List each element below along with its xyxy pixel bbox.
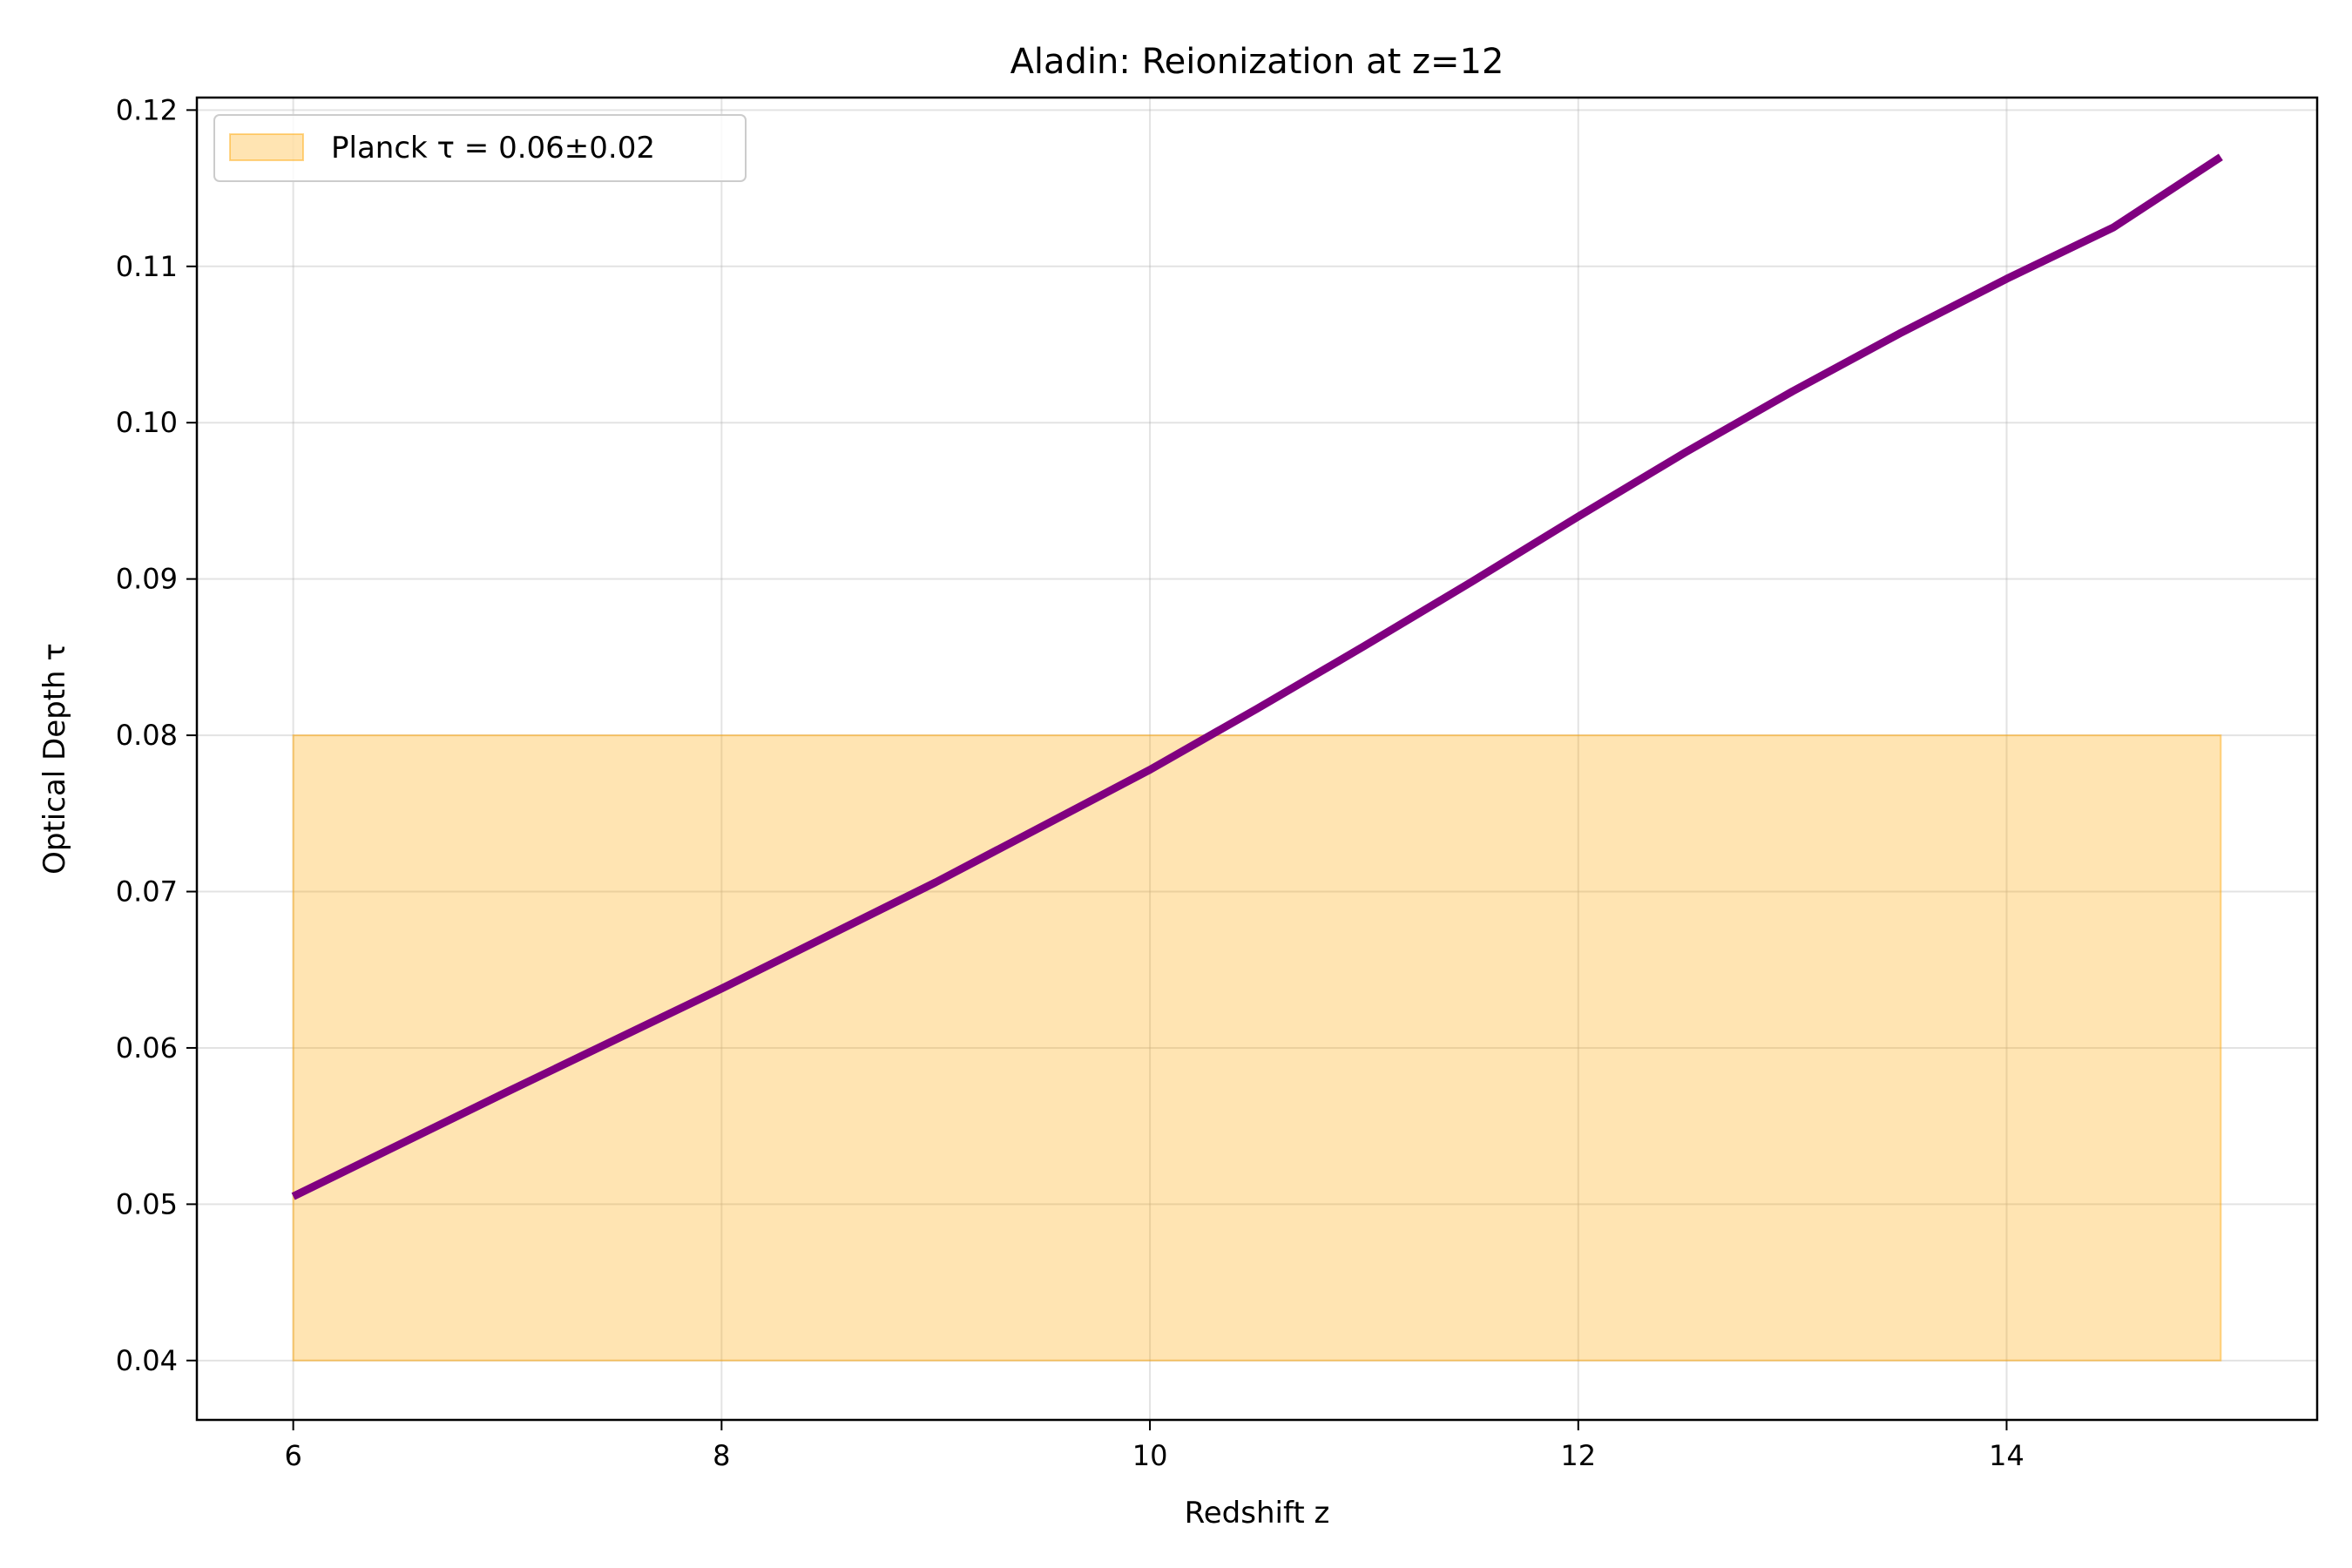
legend: Planck τ = 0.06±0.02 (213, 114, 747, 182)
y-tick-label: 0.07 (116, 875, 178, 909)
series-layer (291, 153, 2223, 1200)
y-tick-label: 0.05 (116, 1187, 178, 1220)
x-axis-label: Redshift z (1185, 1496, 1330, 1531)
y-tick-label: 0.08 (116, 719, 178, 752)
x-tick-label: 14 (1989, 1439, 2024, 1472)
chart-title: Aladin: Reionization at z=12 (1010, 42, 1504, 82)
legend-box (213, 114, 747, 182)
planck-band (292, 734, 2222, 1362)
y-tick-label: 0.12 (116, 93, 178, 126)
y-tick-label: 0.06 (116, 1031, 178, 1064)
x-tick-label: 12 (1560, 1439, 1596, 1472)
plot-frame (195, 96, 2319, 1422)
x-tick-label: 8 (713, 1439, 730, 1472)
x-axis-ticks: 6 8 10 12 14 (284, 1420, 2024, 1472)
y-axis-ticks: 0.04 0.05 0.06 0.07 0.08 0.09 0.10 0.11 0.12 (116, 93, 197, 1377)
y-tick-label: 0.04 (116, 1344, 178, 1377)
x-tick-label: 10 (1132, 1439, 1168, 1472)
y-axis-label: Optical Depth τ (37, 643, 72, 875)
planck-band-layer (292, 734, 2222, 1362)
x-tick-label: 6 (284, 1439, 301, 1472)
legend-label: Planck τ = 0.06±0.02 (331, 131, 655, 166)
y-tick-label: 0.11 (116, 250, 178, 283)
grid (197, 98, 2317, 1420)
y-tick-label: 0.09 (116, 563, 178, 596)
optical-depth-line (291, 153, 2223, 1200)
legend-swatch (229, 133, 304, 161)
y-tick-label: 0.10 (116, 406, 178, 439)
